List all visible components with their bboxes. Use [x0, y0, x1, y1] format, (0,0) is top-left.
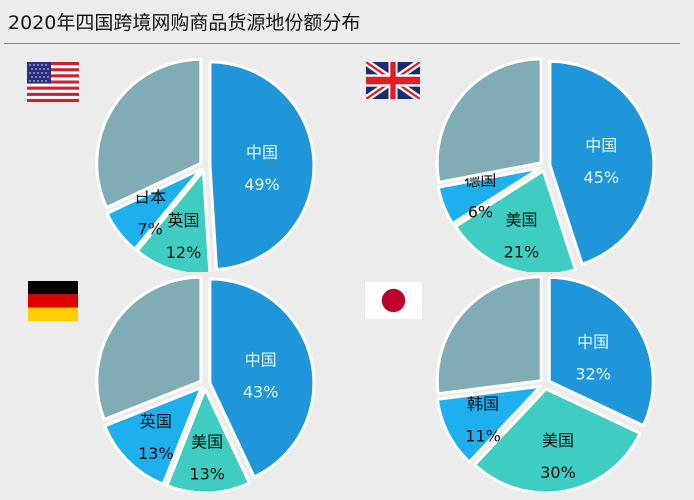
us-flag-icon [27, 62, 79, 102]
pie-panel-germany: 中国 43% 美国 13% 英国 13% [0, 270, 347, 492]
pie-slice-德国 [436, 166, 542, 226]
slice-percent: 11% [465, 427, 501, 446]
pie-slice-other [435, 275, 543, 396]
pie-slice-中国 [208, 60, 316, 272]
pie-slice-韩国 [435, 384, 543, 464]
pie-slice-other [435, 57, 543, 184]
slice-percent: 13% [189, 464, 225, 483]
pie-slice-other [95, 57, 203, 210]
slice-percent: 7% [137, 220, 162, 239]
pie-slice-英国 [103, 386, 203, 486]
slice-label: 韩国 [467, 395, 499, 414]
slice-percent: 6% [468, 203, 493, 222]
slice-label: 英国 [168, 211, 200, 230]
slice-percent: 13% [138, 444, 174, 463]
slice-percent: 21% [504, 242, 540, 261]
pie-panel-usa: 中国 49% 英国 12% 日本 7% [0, 50, 347, 272]
slice-label: 美国 [542, 431, 574, 450]
pie-panel-uk: 中国 45% 美国 21% 德国 6% [347, 50, 694, 272]
pie-slice-英国 [135, 169, 212, 272]
slice-label: 中国 [585, 136, 617, 155]
page-title: 2020年四国跨境网购商品货源地份额分布 [8, 12, 361, 34]
slice-label: 中国 [246, 143, 278, 162]
pie-chart-japan: 中国 32% 美国 30% 韩国 11% [435, 275, 655, 492]
pie-panel-japan: 中国 32% 美国 30% 韩国 11% [347, 270, 694, 492]
pie-slice-美国 [473, 387, 642, 492]
slice-percent: 12% [166, 243, 202, 262]
pie-slice-中国 [547, 275, 655, 428]
title-divider [4, 43, 680, 44]
pie-chart-germany: 中国 43% 美国 13% 英国 13% [95, 275, 316, 492]
slice-percent: 30% [540, 463, 576, 482]
pie-slice-日本 [105, 167, 203, 251]
pie-slice-美国 [453, 169, 577, 272]
slice-label: 美国 [505, 210, 537, 229]
pie-slice-中国 [548, 59, 656, 266]
slice-label: 英国 [140, 412, 172, 431]
germany-flag-icon [28, 281, 78, 321]
pie-slice-美国 [165, 387, 251, 492]
pie-slice-other [95, 275, 203, 421]
slice-percent: 45% [584, 168, 620, 187]
uk-flag-icon [366, 62, 420, 99]
slice-label: 中国 [577, 332, 609, 351]
slice-percent: 32% [575, 364, 611, 383]
slice-percent: 49% [244, 175, 280, 194]
japan-flag-icon [364, 281, 423, 320]
slice-label: 中国 [245, 351, 277, 370]
slice-label: 美国 [191, 432, 223, 451]
pie-slice-中国 [208, 277, 316, 479]
slice-percent: 43% [243, 383, 279, 402]
